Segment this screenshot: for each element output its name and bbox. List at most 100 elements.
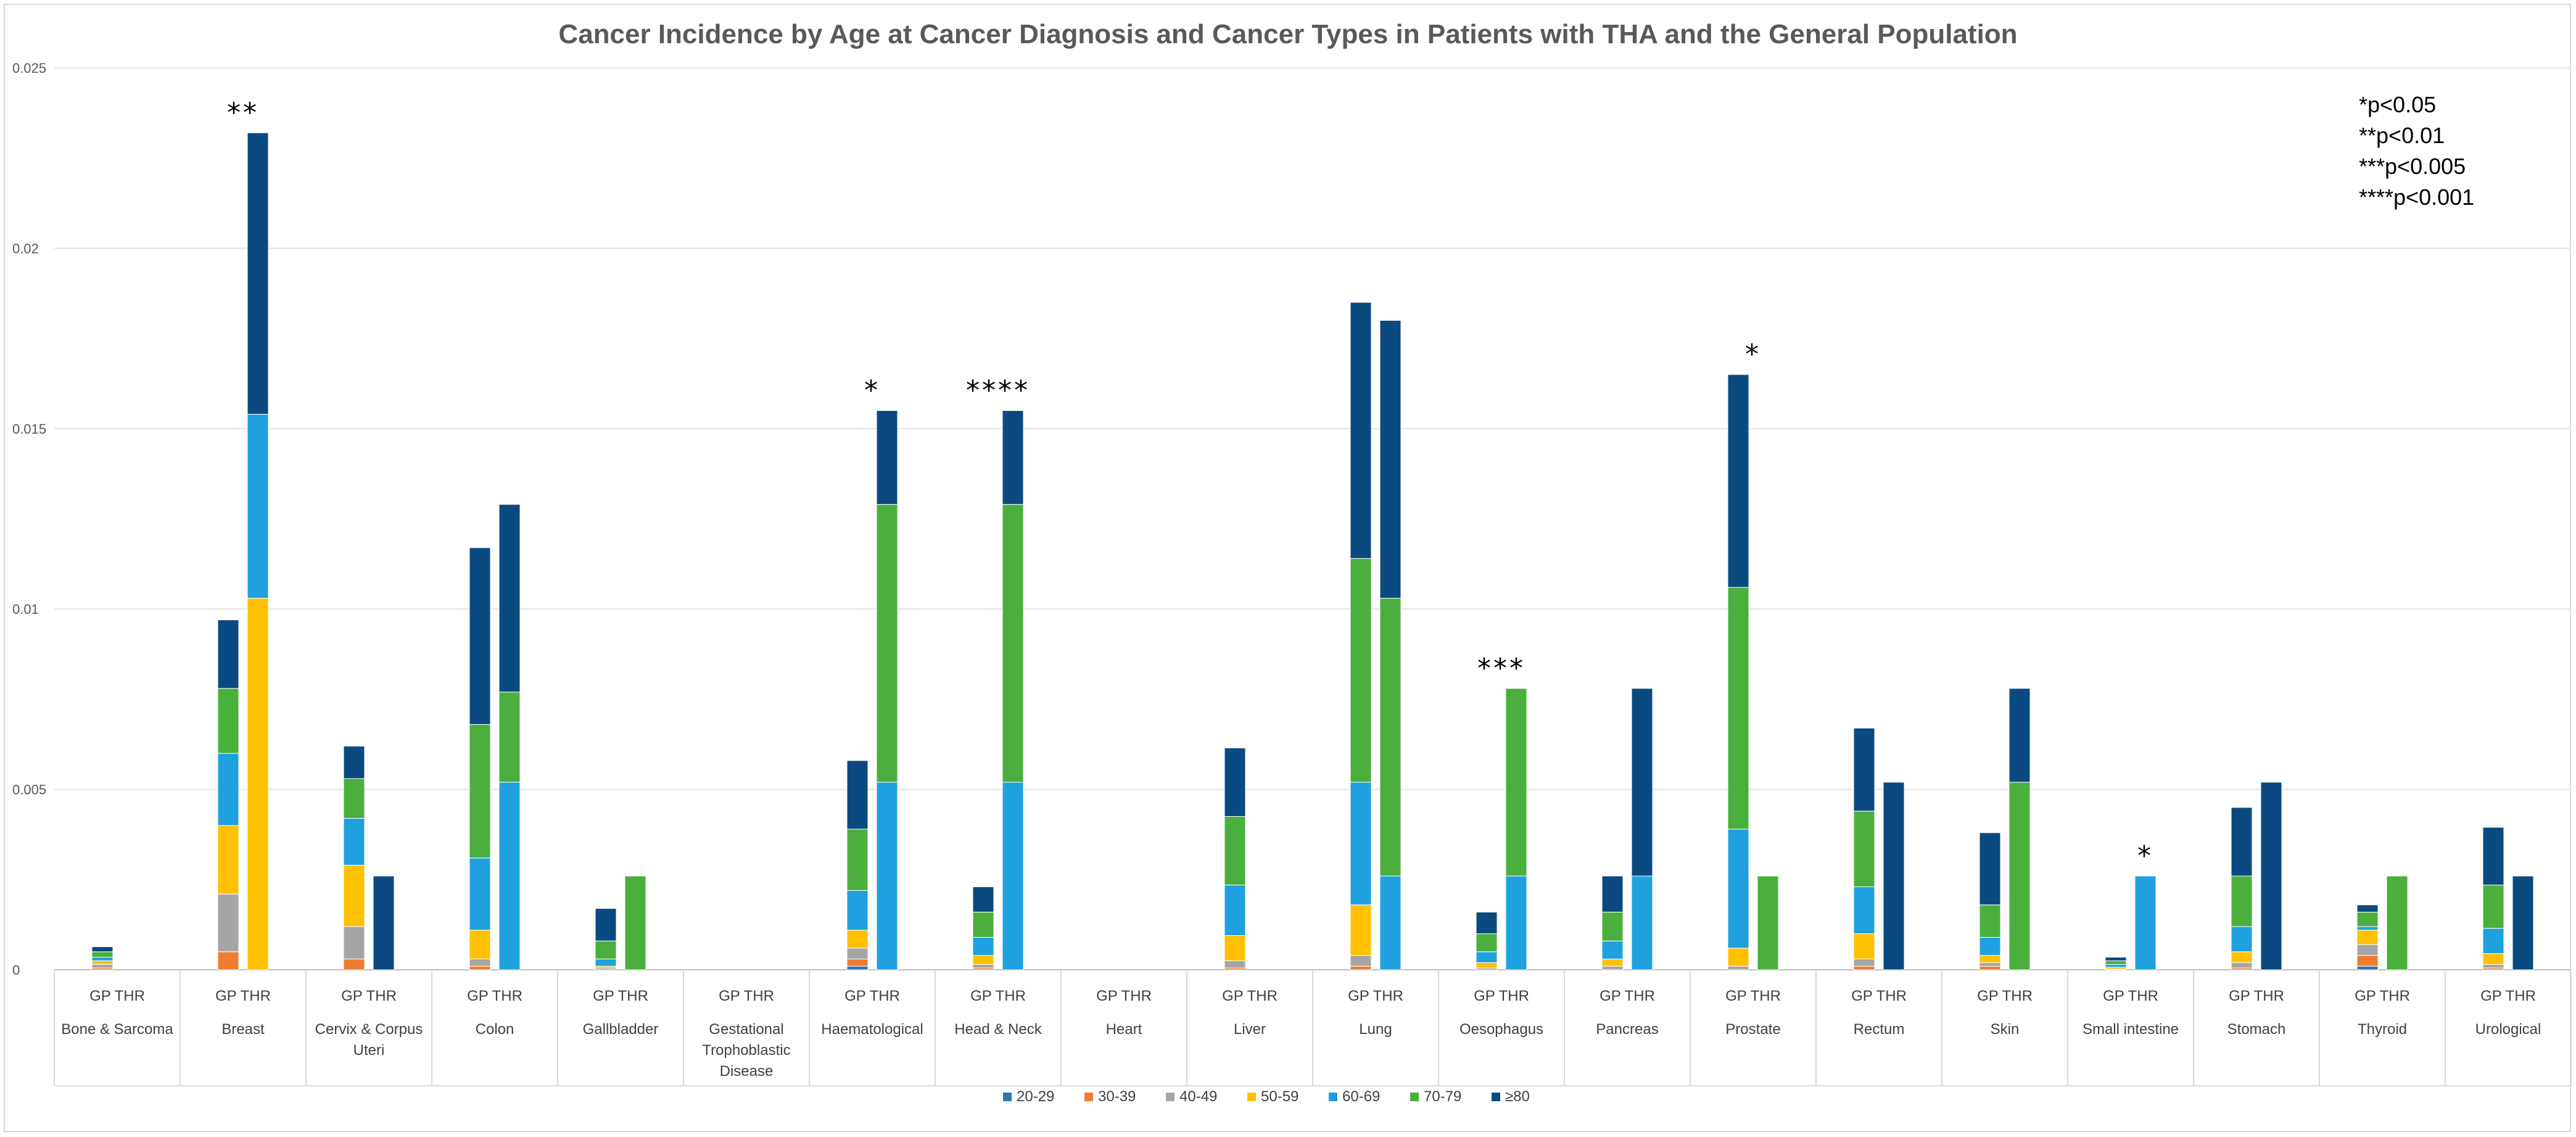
bar-segment-gp [1350,302,1372,559]
category-label: Rectum [1854,1021,1905,1038]
significance-marker: * [864,375,880,407]
category-label: Liver [1234,1021,1266,1038]
bar-segment-gp [217,825,239,895]
group-label: GP THR [1474,988,1529,1004]
bar-segment-gp [972,911,994,938]
y-tick-label: 0.025 [12,60,46,76]
category-label: Bone & Sarcoma [61,1021,173,1038]
bar-segment-gp [2105,964,2127,968]
bar-segment-gp [2482,928,2504,954]
category-label: Colon [476,1021,514,1038]
group-label: GP THR [2229,988,2284,1004]
bar-segment-thr [1631,875,1653,970]
bar-segment-gp [217,619,239,689]
group-label: GP THR [2103,988,2158,1004]
legend-swatch [1003,1093,1012,1101]
bar-segment-gp [595,958,617,967]
significance-marker: **** [966,375,1030,407]
bars [91,132,2534,970]
bar-segment-gp [1853,811,1875,887]
bar-segment-gp [1350,965,1372,970]
group-label: GP THR [1977,988,2033,1004]
bar-segment-gp [1979,904,2001,938]
bar-segment-gp [2356,926,2379,931]
bar-segment-gp [1601,965,1624,970]
group-label: GP THR [467,988,522,1004]
category-label: Head & Neck [954,1021,1042,1038]
bar-segment-gp [1853,958,1875,967]
category-label: Thyroid [2358,1021,2407,1038]
bar-segment-gp [2356,904,2379,912]
category-label: Heart [1106,1021,1142,1038]
bar-segment-gp [1979,936,2001,956]
bar-segment-gp [846,948,869,959]
bar-segment-gp [469,965,491,970]
bar-segment-thr [2134,875,2157,970]
bar-segment-thr [2386,875,2408,970]
bar-segment-thr [1379,320,1402,599]
bar-segment-gp [2356,965,2379,970]
category-label: Gallbladder [583,1021,659,1038]
bar-segment-thr [1002,782,1024,970]
bar-segment-gp [2231,807,2253,877]
bar-segment-gp [1979,965,2001,970]
legend-label: 60-69 [1342,1088,1380,1105]
bar-segment-gp [343,778,365,819]
bar-segment-thr [1883,782,1905,970]
bar-segment-gp [972,964,994,969]
legend-swatch [1492,1093,1500,1101]
y-axis-ticks: 0 0.005 0.01 0.015 0.02 0.025 [12,60,46,978]
bar-segment-thr [247,413,269,599]
legend-swatch [1329,1093,1337,1101]
bar-segment-gp [972,955,994,965]
bar-segment-gp [846,965,869,970]
bar-segment-gp [91,946,114,953]
bar-segment-thr [498,782,521,970]
bar-segment-gp [1601,911,1624,941]
bar-segment-gp [469,930,491,959]
bar-segment-gp [91,951,114,958]
y-tick-label: 0.015 [12,421,46,437]
significance-markers: *** ********* [227,97,2153,872]
bar-segment-gp [217,893,239,953]
bar-segment-thr [1631,688,1653,877]
bar-segment-gp [1727,587,1749,830]
group-label: GP THR [89,988,145,1004]
bar-segment-thr [876,410,898,505]
bar-segment-thr [373,875,395,970]
legend-label: 20-29 [1017,1088,1054,1105]
gridlines [54,67,2571,970]
bar-segment-gp [1853,965,1875,970]
bar-segment-gp [1601,940,1624,959]
bar-segment-gp [1476,933,1498,953]
legend-label: 70-79 [1424,1088,1461,1105]
bar-segment-gp [1476,962,1498,969]
bar-segment-gp [1350,782,1372,906]
bar-segment-gp [1224,747,1246,817]
bar-segment-gp [1224,885,1246,936]
category-label: Uteri [353,1042,385,1059]
chart-title: Cancer Incidence by Age at Cancer Diagno… [558,19,2017,49]
legend-swatch [1166,1093,1174,1101]
group-label: GP THR [593,988,648,1004]
bar-segment-gp [595,940,617,959]
group-label: GP THR [2480,988,2536,1004]
bar-segment-gp [846,930,869,949]
bar-segment-gp [343,926,365,959]
significance-marker: * [2137,840,2153,872]
bar-segment-gp [469,547,491,725]
category-label: Oesophagus [1459,1021,1543,1038]
group-label: GP THR [2355,988,2410,1004]
bar-segment-gp [2482,953,2504,965]
bar-segment-gp [1601,875,1624,912]
legend-label: 50-59 [1261,1088,1298,1105]
bar-segment-thr [2260,782,2282,970]
bar-segment-gp [595,908,617,941]
bar-segment-thr [1379,598,1402,877]
category-label: Urological [2475,1021,2541,1038]
group-label: GP THR [719,988,774,1004]
bar-segment-gp [1727,948,1749,967]
significance-marker: ** [227,97,259,128]
legend-swatch [1247,1093,1256,1101]
group-label: GP THR [1725,988,1781,1004]
